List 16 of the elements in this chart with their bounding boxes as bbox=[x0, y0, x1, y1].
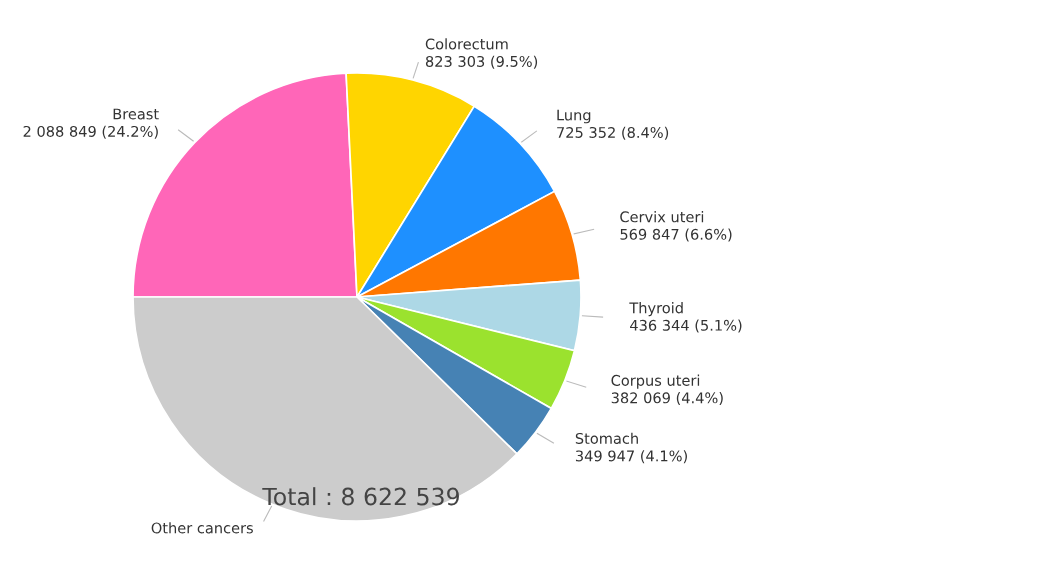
data-label: 436 344 (5.1%) bbox=[630, 319, 742, 333]
data-label: 349 947 (4.1%) bbox=[575, 450, 687, 464]
slice-label: Thyroid bbox=[629, 302, 683, 317]
slice-label: Corpus uteri bbox=[611, 374, 700, 389]
slice-label: Colorectum bbox=[425, 38, 508, 50]
slice-label: Lung bbox=[557, 109, 591, 124]
text: Total : 8 622 539 bbox=[262, 487, 459, 506]
data-label: 569 847 (6.6%) bbox=[620, 228, 732, 242]
data-label: 2 088 849 (24.2%) bbox=[23, 125, 158, 139]
data-label: 725 352 (8.4%) bbox=[557, 126, 669, 140]
slice-label: Cervix uteri bbox=[620, 211, 704, 223]
slice-label: Stomach bbox=[575, 432, 638, 444]
slice-label: Other cancers bbox=[151, 522, 253, 534]
slice-label: Breast bbox=[113, 108, 159, 120]
data-label: 382 069 (4.4%) bbox=[611, 392, 723, 406]
data-label: 823 303 (9.5%) bbox=[425, 55, 538, 69]
